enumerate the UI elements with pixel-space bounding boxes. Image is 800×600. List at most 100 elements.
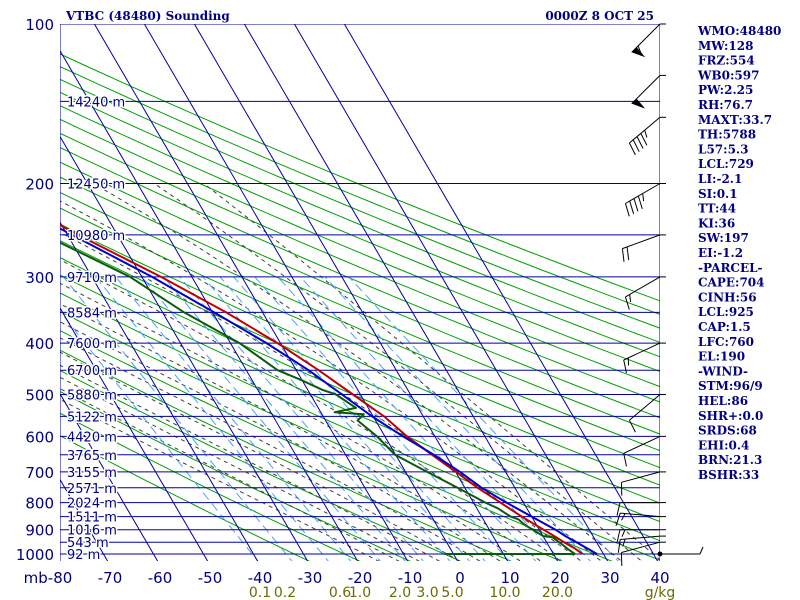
wind-barb (624, 183, 666, 217)
wind-barb-feather (615, 512, 621, 526)
stability-index: MW:128 (698, 39, 753, 53)
dry-adiabat (60, 53, 660, 302)
stability-index: LI:-2.1 (698, 172, 742, 186)
wind-barb-staff (620, 512, 661, 518)
mixing-ratio-line (95, 276, 329, 561)
temp-tick-label: 0 (455, 569, 465, 587)
wind-barb-feather (640, 133, 648, 146)
height-label: 9710 m (67, 271, 117, 286)
isotherm-line (60, 221, 259, 561)
stability-index: -PARCEL- (698, 261, 763, 275)
isotherm-line (243, 24, 559, 561)
wind-barb-feather (628, 142, 636, 156)
wind-barb-feather (699, 546, 704, 555)
mixing-ratio-label: 0.2 (274, 585, 296, 600)
mixing-ratio-label: 1.0 (349, 585, 371, 600)
pressure-tick-label: 700 (25, 464, 54, 482)
label-layer: VTBC (48480) Sounding 0000Z 8 OCT 25 100… (16, 9, 675, 600)
wind-barb (628, 394, 666, 433)
wind-barb-feather (628, 419, 636, 433)
pressure-tick-label: 900 (25, 522, 54, 540)
pressure-tick-label: 200 (25, 176, 54, 194)
calm-wind-marker (657, 551, 663, 557)
wind-barb (616, 529, 666, 543)
mixing-ratio-line (63, 276, 293, 561)
wind-barb-feather (632, 139, 640, 152)
stability-index: BRN:21.3 (698, 453, 762, 467)
isotherm-line (60, 392, 159, 561)
height-label: 14240 m (67, 95, 125, 110)
height-label: 4420 m (67, 430, 117, 445)
wind-barb-feather (624, 203, 630, 217)
wind-barb-feather (624, 296, 630, 310)
temp-tick-label: -10 (398, 569, 423, 587)
wind-barb-flag (631, 98, 646, 109)
mixing-ratio-line (141, 276, 382, 561)
stability-index: PW:2.25 (698, 83, 753, 97)
moist-adiabat (60, 231, 582, 561)
parcel-line (60, 227, 598, 555)
height-label: 12450 m (67, 178, 125, 193)
mixing-ratio-line (300, 276, 563, 561)
series-layer (60, 224, 598, 555)
stability-index: SW:197 (698, 231, 749, 245)
moist-adiabat (60, 398, 380, 561)
grid-layer (60, 24, 660, 561)
temp-tick-label: -30 (298, 569, 323, 587)
stability-index: L57:5.3 (698, 142, 748, 156)
pressure-tick-label: 1000 (16, 546, 54, 564)
pressure-tick-label: 500 (25, 387, 54, 405)
wind-barb (621, 234, 666, 262)
wind-barb (620, 471, 666, 496)
wind-barb-feather (629, 200, 635, 214)
dry-adiabat (60, 207, 660, 469)
wind-barb (628, 116, 666, 156)
stability-index: STM:96/9 (698, 379, 763, 393)
wind-barb-staff (629, 116, 661, 144)
height-label: 1511 m (67, 511, 117, 526)
stability-index: LCL:925 (698, 305, 754, 319)
wind-barb-staff (625, 276, 661, 298)
isotherm-line (60, 306, 209, 561)
wind-barb-staff (621, 471, 661, 483)
pressure-tick-label: 600 (25, 428, 54, 446)
stability-index: LFC:760 (698, 335, 754, 349)
temp-tick-label: 20 (550, 569, 569, 587)
stability-index: TT:44 (698, 202, 736, 216)
stability-index: SRDS:68 (698, 424, 757, 438)
height-label: 10980 m (67, 229, 125, 244)
moist-adiabat (60, 364, 441, 561)
dry-adiabat (60, 435, 311, 561)
dry-adiabat (60, 257, 660, 523)
height-label: 7600 m (67, 337, 117, 352)
height-label: 3155 m (67, 466, 117, 481)
temp-tick-label: -20 (348, 569, 373, 587)
temp-tick-label: 40 (650, 569, 669, 587)
moist-adiabat (203, 183, 660, 561)
stability-indices: WMO:48480MW:128FRZ:554WB0:597PW:2.25RH:7… (697, 24, 781, 482)
wind-barb-staff (623, 342, 661, 361)
mixing-ratio-label: 5.0 (441, 585, 463, 600)
stability-index: CAP:1.5 (698, 320, 751, 334)
isotherm-line (343, 24, 659, 561)
stability-index: RH:76.7 (698, 98, 753, 112)
dry-adiabat (60, 176, 660, 435)
wind-barb-feather (621, 248, 625, 262)
wind-barb (631, 23, 666, 58)
stability-index: -WIND- (698, 364, 748, 378)
dry-adiabat (60, 329, 563, 561)
pressure-tick-label: 300 (25, 269, 54, 287)
stability-index: WMO:48480 (697, 24, 781, 38)
stability-index: HEL:86 (698, 394, 748, 408)
temp-tick-label: -50 (198, 569, 223, 587)
dry-adiabat (60, 78, 660, 329)
temp-tick-label: -40 (248, 569, 273, 587)
dry-adiabat (60, 274, 660, 542)
chart-subtitle: 0000Z 8 OCT 25 (545, 9, 654, 23)
temp-tick-label: 10 (500, 569, 519, 587)
stability-index: MAXT:33.7 (698, 113, 772, 127)
height-label: 92 m (67, 548, 100, 563)
wind-barb-staff (631, 75, 661, 104)
